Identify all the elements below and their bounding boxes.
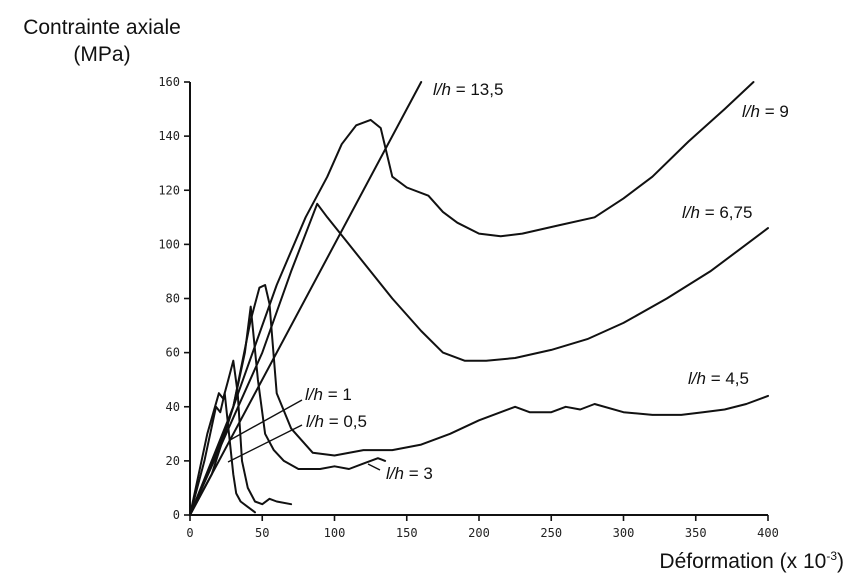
series-label-var: l/h: [742, 102, 760, 121]
x-tick-label-250: 250: [540, 526, 562, 540]
x-tick-label-400: 400: [757, 526, 779, 540]
series-label-value: = 6,75: [700, 203, 752, 222]
y-tick-label-100: 100: [158, 237, 180, 251]
x-axis-title-main: Déformation (x 10: [659, 550, 827, 573]
series-label-var: l/h: [305, 385, 323, 404]
x-tick-label-200: 200: [468, 526, 490, 540]
series-label-var: l/h: [682, 203, 700, 222]
x-tick-label-0: 0: [186, 526, 193, 540]
x-tick-label-150: 150: [396, 526, 418, 540]
series-label-var: l/h: [306, 412, 324, 431]
series-label-var: l/h: [386, 464, 404, 483]
series-label-var: l/h: [688, 369, 706, 388]
series-label: l/h = 6,75: [682, 203, 752, 222]
series-label: l/h = 0,5: [306, 412, 367, 431]
y-tick-label-0: 0: [173, 508, 180, 522]
curve-l-h-9: [189, 81, 755, 516]
series-label-value: = 4,5: [706, 369, 749, 388]
x-tick-label-50: 50: [255, 526, 269, 540]
curve-l-h-6-75: [189, 202, 769, 516]
curve-l-h-3: [189, 305, 387, 516]
leader-line: [229, 399, 303, 441]
y-tick-label-140: 140: [158, 129, 180, 143]
y-tick-label-20: 20: [166, 454, 180, 468]
series-label-value: = 9: [760, 102, 789, 121]
x-axis-title-exponent: -3: [826, 549, 837, 563]
curve-l-h-1: [189, 359, 293, 516]
series-label-value: = 0,5: [324, 412, 367, 431]
x-axis-title: Déformation (x 10-3): [659, 549, 844, 574]
leader-line: [227, 424, 303, 463]
series-label: l/h = 9: [742, 102, 789, 121]
x-axis-title-close: ): [837, 550, 844, 573]
series-label-value: = 13,5: [451, 80, 503, 99]
y-axis-title: Contrainte axiale (MPa): [4, 14, 200, 68]
series-label-var: l/h: [433, 80, 451, 99]
y-tick-label-80: 80: [166, 292, 180, 306]
curve-l-h-13-5: [189, 81, 423, 516]
series-label-value: = 3: [404, 464, 433, 483]
curve-l-h-0-5: [189, 392, 256, 516]
leader-line: [367, 463, 381, 471]
y-tick-label-120: 120: [158, 183, 180, 197]
y-tick-label-60: 60: [166, 346, 180, 360]
y-axis-title-line2: (MPa): [73, 43, 131, 66]
x-tick-label-100: 100: [324, 526, 346, 540]
y-tick-label-160: 160: [158, 75, 180, 89]
series-label: l/h = 1: [305, 385, 352, 404]
y-axis-title-line1: Contrainte axiale: [23, 16, 181, 39]
y-tick-label-40: 40: [166, 400, 180, 414]
curve-l-h-4-5: [189, 284, 769, 516]
x-tick-label-300: 300: [613, 526, 635, 540]
x-tick-label-350: 350: [685, 526, 707, 540]
series-label: l/h = 13,5: [433, 80, 503, 99]
series-label-value: = 1: [323, 385, 352, 404]
series-label: l/h = 4,5: [688, 369, 749, 388]
series-label: l/h = 3: [386, 464, 433, 483]
